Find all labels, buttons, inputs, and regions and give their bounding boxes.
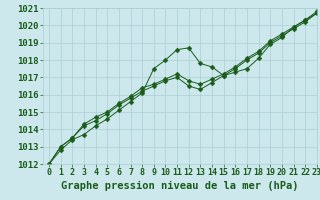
X-axis label: Graphe pression niveau de la mer (hPa): Graphe pression niveau de la mer (hPa) bbox=[61, 181, 299, 191]
